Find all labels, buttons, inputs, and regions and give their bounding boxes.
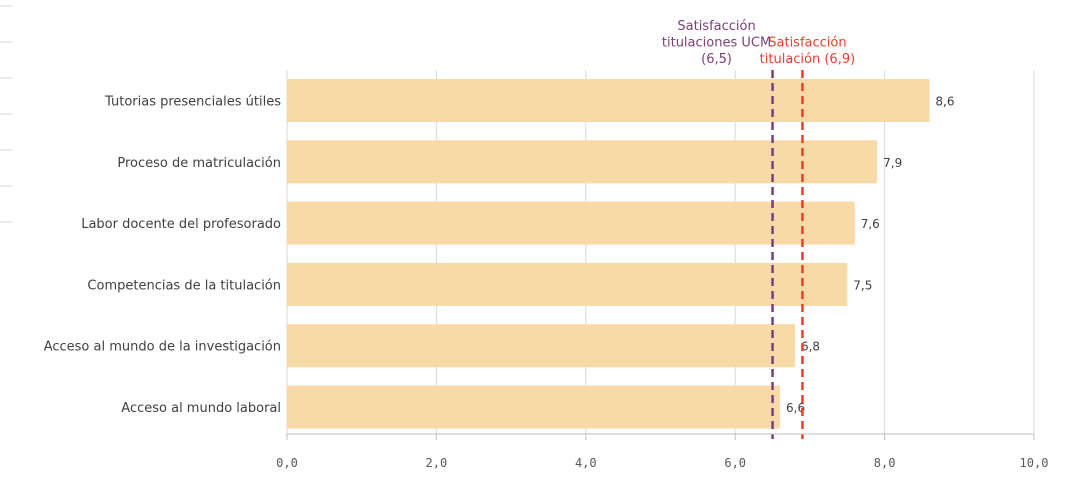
left-edge-table-lines	[0, 5, 12, 223]
x-tick-label: 0,0	[276, 456, 298, 470]
reference-line-label: Satisfacción	[768, 36, 846, 51]
x-tick-label: 2,0	[426, 456, 448, 470]
bar[interactable]	[287, 79, 930, 122]
value-label: 6,6	[786, 401, 805, 415]
reference-line-label: Satisfacción	[677, 19, 755, 34]
gridlines	[286, 70, 1035, 434]
category-label: Acceso al mundo laboral	[121, 401, 281, 416]
value-label: 7,6	[861, 217, 880, 231]
x-tick-label: 4,0	[575, 456, 597, 470]
reference-line-label: (6,5)	[701, 52, 732, 67]
x-tick-label: 10,0	[1020, 456, 1049, 470]
bar[interactable]	[287, 324, 795, 368]
category-labels: Tutorias presenciales útiles Proceso de m…	[44, 95, 282, 417]
value-label: 7,9	[883, 156, 902, 170]
x-axis-ticks: 0,0 2,0 4,0 6,0 8,0 10,0	[276, 433, 1049, 470]
value-label: 8,6	[935, 95, 954, 109]
reference-line-label: titulaciones UCM	[662, 36, 771, 51]
category-label: Labor docente del profesorado	[81, 217, 281, 232]
x-tick-label: 8,0	[874, 456, 896, 470]
value-label: 7,5	[853, 278, 872, 292]
category-label: Tutorias presenciales útiles	[104, 95, 281, 110]
bar[interactable]	[287, 262, 848, 306]
value-label: 6,8	[801, 340, 820, 354]
x-tick-label: 6,0	[724, 456, 746, 470]
category-label: Proceso de matriculación	[117, 156, 281, 171]
bar[interactable]	[287, 385, 781, 429]
bar[interactable]	[287, 140, 878, 184]
category-label: Competencias de la titulación	[87, 278, 281, 293]
value-labels: 8,6 7,9 7,6 7,5 6,8 6,6	[786, 95, 954, 416]
bar[interactable]	[287, 201, 855, 245]
reference-line-label: titulación (6,9)	[760, 52, 856, 67]
category-label: Acceso al mundo de la investigación	[44, 340, 281, 355]
bars	[287, 79, 930, 429]
